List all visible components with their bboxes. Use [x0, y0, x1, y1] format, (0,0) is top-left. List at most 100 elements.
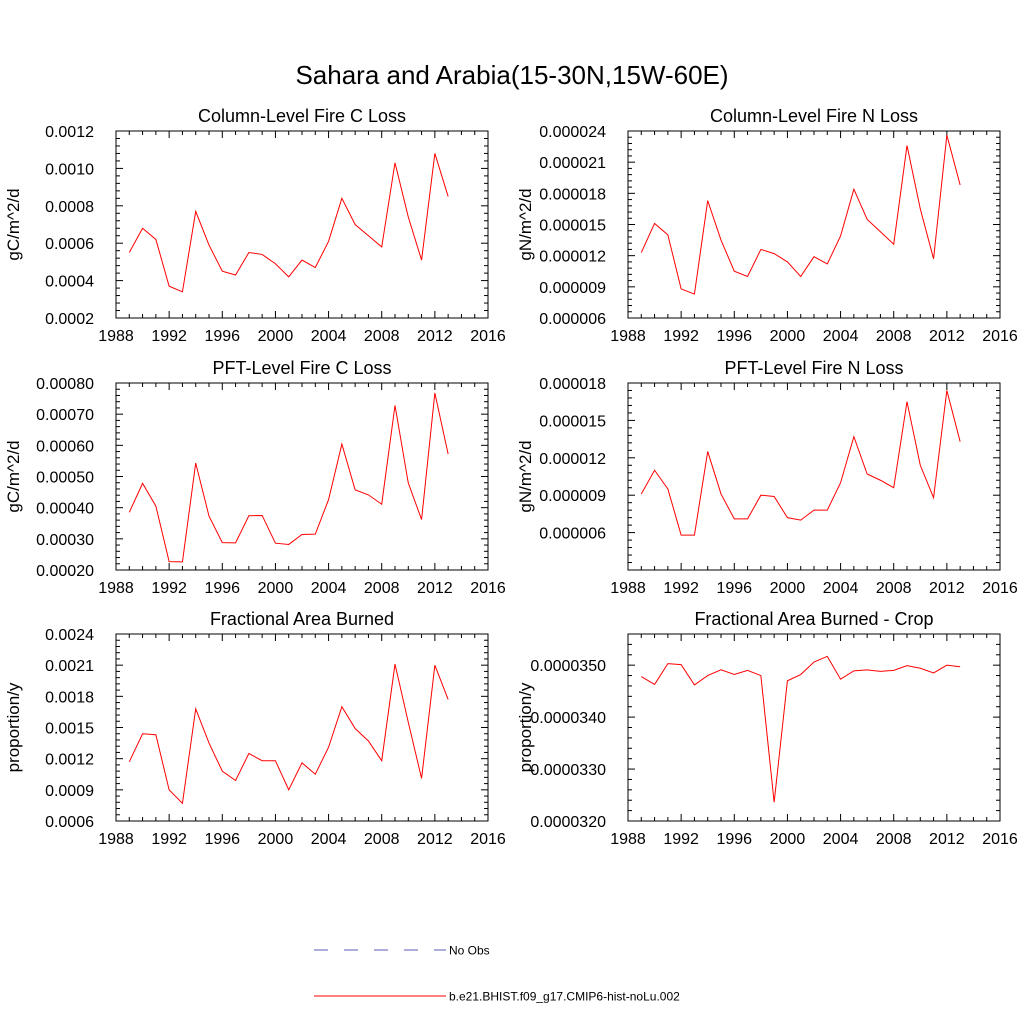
x-tick-label: 1988 — [610, 831, 646, 848]
plot-frame — [115, 382, 489, 571]
x-tick-label: 2016 — [470, 328, 506, 345]
x-tick-label: 2012 — [417, 328, 453, 345]
x-tick-label: 2012 — [929, 831, 965, 848]
y-tick-label: 0.0006 — [45, 236, 94, 253]
x-tick-label: 2012 — [929, 328, 965, 345]
x-tick-label: 1996 — [716, 580, 752, 597]
x-tick-label: 2004 — [823, 328, 859, 345]
x-tick-label: 2012 — [417, 580, 453, 597]
x-tick-label: 2008 — [364, 831, 400, 848]
panel-title: Fractional Area Burned — [210, 609, 394, 629]
x-tick-label: 1988 — [610, 580, 646, 597]
panels: Column-Level Fire C Loss 1988 1992 1996 2000… — [4, 106, 1018, 848]
y-tick-label: 0.0000320 — [530, 814, 606, 831]
chart-panel-2: Column-Level Fire N Loss 1988 1992 1996 2000… — [516, 106, 1018, 345]
y-tick-label: 0.000024 — [539, 124, 606, 141]
x-tick-label: 2016 — [982, 328, 1018, 345]
y-tick-label: 0.000015 — [539, 413, 606, 430]
x-tick-label: 2016 — [982, 580, 1018, 597]
chart-panel-1: Column-Level Fire C Loss 1988 1992 1996 2000… — [4, 106, 506, 345]
x-tick-label: 1988 — [98, 831, 134, 848]
figure-title: Sahara and Arabia(15-30N,15W-60E) — [295, 60, 728, 90]
y-tick-label: 0.0021 — [45, 658, 94, 675]
x-tick-label: 1992 — [151, 580, 187, 597]
chart-panel-3: PFT-Level Fire C Loss 1988 1992 1996 2000 200… — [4, 358, 506, 597]
x-tick-label: 2004 — [823, 580, 859, 597]
x-tick-label: 2016 — [470, 831, 506, 848]
y-tick-label: 0.0015 — [45, 721, 94, 738]
y-tick-label: 0.000009 — [539, 488, 606, 505]
x-tick-label: 1988 — [98, 328, 134, 345]
y-tick-label: 0.000018 — [539, 376, 606, 393]
y-tick-label: 0.0000340 — [530, 710, 606, 727]
panel-title: Column-Level Fire C Loss — [198, 106, 406, 126]
series-line — [640, 135, 961, 295]
y-tick-label: 0.000006 — [539, 526, 606, 543]
x-tick-label: 1996 — [716, 831, 752, 848]
x-tick-label: 2004 — [823, 831, 859, 848]
x-tick-label: 2004 — [311, 580, 347, 597]
y-tick-label: 0.00070 — [36, 407, 94, 424]
y-axis-label: gN/m^2/d — [516, 440, 535, 512]
series-line — [641, 655, 961, 803]
x-tick-label: 2004 — [311, 328, 347, 345]
x-tick-label: 1996 — [204, 831, 240, 848]
x-tick-label: 1992 — [151, 831, 187, 848]
chart-panel-6: Fractional Area Burned - Crop 1988 1992 199… — [516, 609, 1018, 848]
y-tick-label: 0.00040 — [36, 501, 94, 518]
y-axis-label: proportion/y — [4, 682, 23, 772]
x-tick-label: 2000 — [258, 831, 294, 848]
x-tick-label: 2000 — [258, 580, 294, 597]
legend-model-label: b.e21.BHIST.f09_g17.CMIP6-hist-noLu.002 — [449, 990, 680, 1004]
x-tick-label: 2008 — [876, 831, 912, 848]
y-tick-label: 0.0000330 — [530, 762, 606, 779]
series-line — [128, 153, 449, 293]
y-tick-label: 0.00050 — [36, 470, 94, 487]
x-tick-label: 2000 — [770, 328, 806, 345]
x-tick-label: 2008 — [364, 580, 400, 597]
y-tick-label: 0.0006 — [45, 814, 94, 831]
y-tick-label: 0.000021 — [539, 155, 606, 172]
y-tick-label: 0.0018 — [45, 689, 94, 706]
x-tick-label: 2000 — [770, 580, 806, 597]
panel-title: Column-Level Fire N Loss — [710, 106, 918, 126]
y-tick-label: 0.0012 — [45, 752, 94, 769]
x-tick-label: 1988 — [98, 580, 134, 597]
x-tick-label: 1996 — [204, 580, 240, 597]
y-tick-label: 0.000006 — [539, 311, 606, 328]
y-tick-label: 0.0004 — [45, 274, 94, 291]
y-axis-label: gC/m^2/d — [4, 188, 23, 260]
y-tick-label: 0.0012 — [45, 124, 94, 141]
y-tick-label: 0.0010 — [45, 161, 94, 178]
y-tick-label: 0.00060 — [36, 438, 94, 455]
panel-title: PFT-Level Fire C Loss — [212, 358, 391, 378]
plot-frame — [115, 130, 489, 319]
x-tick-label: 2012 — [929, 580, 965, 597]
y-tick-label: 0.000012 — [539, 451, 606, 468]
x-tick-label: 2008 — [364, 328, 400, 345]
y-axis-label: gC/m^2/d — [4, 440, 23, 512]
y-tick-label: 0.00080 — [36, 376, 94, 393]
y-tick-label: 0.000012 — [539, 249, 606, 266]
legend: No Obs b.e21.BHIST.f09_g17.CMIP6-hist-no… — [314, 944, 680, 1004]
panel-title: PFT-Level Fire N Loss — [724, 358, 903, 378]
x-tick-label: 1992 — [663, 328, 699, 345]
series-line — [128, 664, 449, 805]
x-tick-label: 1996 — [716, 328, 752, 345]
x-tick-label: 2016 — [982, 831, 1018, 848]
y-axis-label: gN/m^2/d — [516, 188, 535, 260]
x-tick-label: 2008 — [876, 328, 912, 345]
y-tick-label: 0.000018 — [539, 186, 606, 203]
panel-title: Fractional Area Burned - Crop — [694, 609, 933, 629]
chart-panel-4: PFT-Level Fire N Loss 1988 1992 1996 2000 200… — [516, 358, 1018, 597]
y-tick-label: 0.0008 — [45, 199, 94, 216]
chart-panel-5: Fractional Area Burned 1988 1992 1996 2000 20… — [4, 609, 506, 848]
y-tick-label: 0.0002 — [45, 311, 94, 328]
y-tick-label: 0.0009 — [45, 783, 94, 800]
series-line — [128, 392, 449, 563]
x-tick-label: 2012 — [417, 831, 453, 848]
x-tick-label: 1988 — [610, 328, 646, 345]
x-tick-label: 2004 — [311, 831, 347, 848]
y-axis-label: proportion/y — [516, 682, 535, 772]
x-tick-label: 2008 — [876, 580, 912, 597]
